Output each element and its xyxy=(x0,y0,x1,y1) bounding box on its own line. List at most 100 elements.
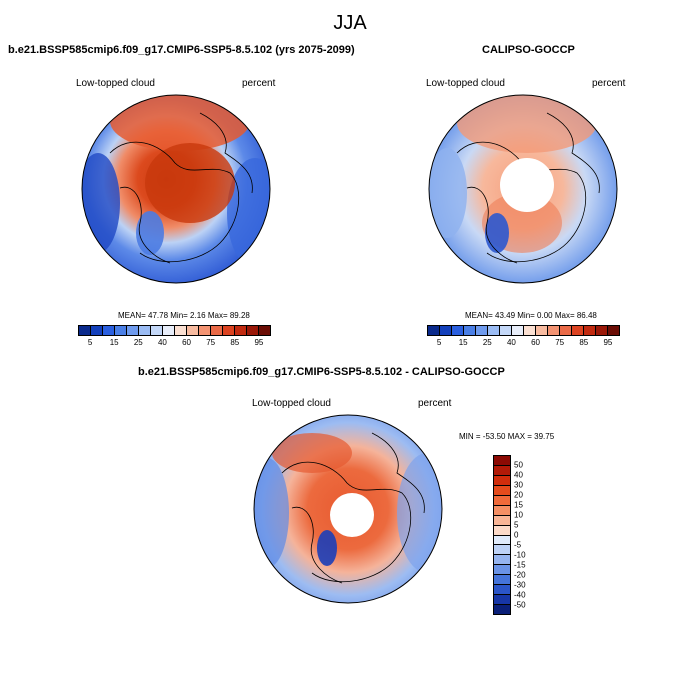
diff-colorbar-tick-label: 50 xyxy=(514,460,523,470)
obs-stats: MEAN= 43.49 Min= 0.00 Max= 86.48 xyxy=(465,311,597,320)
diff-panel-title: b.e21.BSSP585cmip6.f09_g17.CMIP6-SSP5-8.… xyxy=(138,366,505,378)
diff-colorbar-swatch xyxy=(494,524,510,535)
model-colorbar-swatch xyxy=(126,326,138,335)
diff-variable-label: Low-topped cloud xyxy=(252,398,331,409)
model-colorbar-swatch xyxy=(138,326,150,335)
model-colorbar-swatch xyxy=(186,326,198,335)
diff-colorbar-tick-label: -10 xyxy=(514,550,526,560)
obs-colorbar-swatch xyxy=(523,326,535,335)
obs-colorbar-swatch xyxy=(428,326,439,335)
model-colorbar-swatch xyxy=(258,326,270,335)
model-colorbar-swatch xyxy=(210,326,222,335)
diff-colorbar-tick-label: 20 xyxy=(514,490,523,500)
diff-stats: MIN = -53.50 MAX = 39.75 xyxy=(459,432,555,441)
obs-panel-title: CALIPSO-GOCCP xyxy=(482,44,575,56)
model-colorbar-tick-label: 95 xyxy=(254,338,264,347)
diff-colorbar-swatch xyxy=(494,474,510,485)
obs-colorbar-tick-label: 5 xyxy=(436,338,442,347)
model-units-label: percent xyxy=(242,78,276,89)
diff-colorbar-swatch xyxy=(494,554,510,565)
diff-colorbar-swatch xyxy=(494,484,510,495)
obs-colorbar-tick-label: 25 xyxy=(482,338,492,347)
diff-colorbar-swatch xyxy=(494,574,510,585)
model-stats: MEAN= 47.78 Min= 2.16 Max= 89.28 xyxy=(118,311,250,320)
diff-colorbar-swatch xyxy=(494,464,510,475)
obs-colorbar-swatch xyxy=(451,326,463,335)
obs-colorbar-swatch xyxy=(487,326,499,335)
diff-colorbar-swatch xyxy=(494,564,510,575)
diff-colorbar-swatch xyxy=(494,594,510,605)
model-colorbar xyxy=(78,325,271,336)
obs-colorbar-swatch xyxy=(511,326,523,335)
diff-colorbar-tick-label: -30 xyxy=(514,580,526,590)
obs-colorbar-tick-label: 40 xyxy=(506,338,516,347)
model-colorbar-swatch xyxy=(198,326,210,335)
obs-variable-label: Low-topped cloud xyxy=(426,78,505,89)
obs-colorbar-tick-label: 85 xyxy=(579,338,589,347)
obs-colorbar-swatch xyxy=(583,326,595,335)
model-variable-label: Low-topped cloud xyxy=(76,78,155,89)
obs-colorbar-swatch xyxy=(571,326,583,335)
diff-colorbar-tick-label: -5 xyxy=(514,540,522,550)
obs-colorbar-tick-label: 15 xyxy=(458,338,468,347)
diff-polar-map xyxy=(253,414,443,604)
model-colorbar-tick-label: 85 xyxy=(230,338,240,347)
diff-colorbar-ticks: 50 40 30 20 15 10 5 0 -5 -10 -15 -20 -30 -40 -50 xyxy=(514,455,544,615)
model-colorbar-ticks: 5 15 25 40 60 75 85 95 xyxy=(78,338,271,350)
model-panel-title: b.e21.BSSP585cmip6.f09_g17.CMIP6-SSP5-8.… xyxy=(8,44,355,56)
model-colorbar-swatch xyxy=(102,326,114,335)
diff-colorbar-swatch xyxy=(494,604,510,614)
diff-colorbar-swatch xyxy=(494,456,510,465)
obs-colorbar-swatch xyxy=(559,326,571,335)
obs-colorbar-swatch xyxy=(547,326,559,335)
diff-colorbar-swatch xyxy=(494,494,510,505)
model-colorbar-tick-label: 75 xyxy=(206,338,216,347)
model-colorbar-tick-label: 25 xyxy=(133,338,143,347)
obs-colorbar-tick-label: 60 xyxy=(531,338,541,347)
obs-colorbar-swatch xyxy=(535,326,547,335)
diff-colorbar-swatch xyxy=(494,504,510,515)
model-colorbar-tick-label: 15 xyxy=(109,338,119,347)
diff-colorbar-tick-label: 0 xyxy=(514,530,519,540)
obs-colorbar-swatch xyxy=(463,326,475,335)
model-colorbar-swatch xyxy=(222,326,234,335)
model-colorbar-swatch xyxy=(114,326,126,335)
diff-colorbar-tick-label: -15 xyxy=(514,560,526,570)
obs-colorbar-swatch xyxy=(499,326,511,335)
model-polar-map xyxy=(81,94,271,284)
model-colorbar-swatch xyxy=(162,326,174,335)
diff-colorbar-swatch xyxy=(494,514,510,525)
model-colorbar-tick-label: 60 xyxy=(182,338,192,347)
model-colorbar-swatch xyxy=(246,326,258,335)
model-colorbar-swatch xyxy=(150,326,162,335)
obs-colorbar xyxy=(427,325,620,336)
obs-colorbar-swatch xyxy=(595,326,607,335)
diff-colorbar-swatch xyxy=(494,534,510,545)
diff-colorbar-swatch xyxy=(494,544,510,555)
obs-colorbar-ticks: 5 15 25 40 60 75 85 95 xyxy=(427,338,620,350)
obs-colorbar-tick-label: 95 xyxy=(603,338,613,347)
obs-colorbar-tick-label: 75 xyxy=(555,338,565,347)
obs-colorbar-swatch xyxy=(475,326,487,335)
diff-colorbar-tick-label: -50 xyxy=(514,600,526,610)
diff-colorbar-tick-label: 10 xyxy=(514,510,523,520)
diff-units-label: percent xyxy=(418,398,452,409)
diff-colorbar-tick-label: -20 xyxy=(514,570,526,580)
diff-colorbar-tick-label: 5 xyxy=(514,520,519,530)
diff-colorbar-tick-label: 40 xyxy=(514,470,523,480)
diff-colorbar xyxy=(493,455,511,615)
obs-colorbar-swatch xyxy=(607,326,619,335)
model-colorbar-swatch xyxy=(174,326,186,335)
diff-colorbar-swatch xyxy=(494,584,510,595)
model-colorbar-tick-label: 5 xyxy=(87,338,93,347)
obs-units-label: percent xyxy=(592,78,626,89)
model-colorbar-swatch xyxy=(79,326,90,335)
diff-colorbar-tick-label: 30 xyxy=(514,480,523,490)
figure-title: JJA xyxy=(333,12,367,34)
diff-colorbar-tick-label: 15 xyxy=(514,500,523,510)
obs-polar-map xyxy=(428,94,618,284)
obs-colorbar-swatch xyxy=(439,326,451,335)
diff-colorbar-tick-label: -40 xyxy=(514,590,526,600)
model-colorbar-swatch xyxy=(234,326,246,335)
model-colorbar-tick-label: 40 xyxy=(157,338,167,347)
